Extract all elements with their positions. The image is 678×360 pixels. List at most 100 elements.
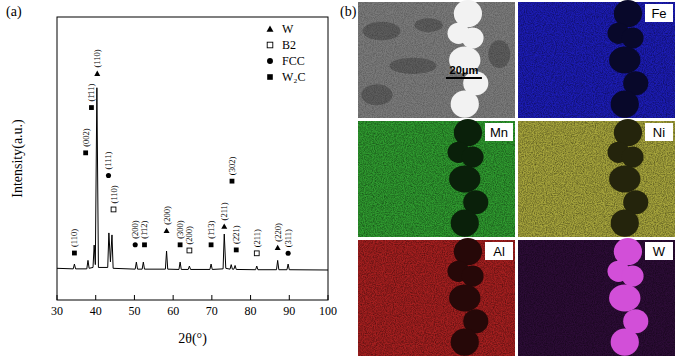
phase-region bbox=[611, 91, 639, 118]
map-label-box bbox=[485, 123, 513, 141]
marker-circle bbox=[267, 58, 273, 64]
phase-region bbox=[449, 284, 480, 311]
x-tick-label: 40 bbox=[90, 304, 102, 318]
map-label-box bbox=[645, 4, 673, 22]
phase-region bbox=[451, 91, 479, 118]
x-tick bbox=[95, 295, 96, 300]
map-label-box bbox=[645, 123, 673, 141]
map-label: Ni bbox=[653, 125, 665, 140]
peak-label: (1̄13) bbox=[206, 221, 216, 239]
legend-label: W bbox=[282, 22, 294, 36]
marker-circle bbox=[133, 242, 138, 247]
x-tick bbox=[211, 295, 212, 300]
marker-square bbox=[234, 248, 239, 253]
peak-label: (211) bbox=[252, 229, 262, 247]
marker-square bbox=[230, 179, 235, 184]
figure: (a) 30 40 50 60 70 80 90 100 2θ(°) Intensity(a.u.)… bbox=[0, 0, 678, 360]
marker-square bbox=[209, 242, 214, 247]
phase-region bbox=[462, 146, 484, 167]
xrd-pattern bbox=[57, 88, 328, 270]
legend-label: FCC bbox=[282, 54, 305, 68]
marker-square bbox=[83, 150, 88, 155]
sem-noise bbox=[358, 2, 515, 118]
y-axis-title: Intensity(a.u.) bbox=[10, 119, 26, 198]
peak-label: (1̄12) bbox=[139, 221, 149, 239]
x-tick bbox=[134, 295, 135, 300]
marker-circle bbox=[106, 173, 111, 178]
panel-label: (b) bbox=[340, 4, 357, 20]
map-label: Al bbox=[493, 244, 505, 259]
map-label: W bbox=[653, 244, 666, 259]
panel-label: (a) bbox=[6, 4, 22, 20]
scale-bar-label: 20μm bbox=[450, 64, 479, 76]
marker-square bbox=[72, 251, 77, 256]
map-background bbox=[358, 240, 515, 356]
legend-label: W₂C bbox=[282, 70, 306, 84]
eds-map bbox=[518, 238, 675, 356]
x-tick-label: 60 bbox=[167, 304, 179, 318]
plot-data bbox=[57, 71, 328, 270]
phase-region bbox=[622, 265, 644, 286]
x-tick-label: 30 bbox=[51, 304, 63, 318]
eds-map bbox=[358, 119, 515, 237]
scale-bar bbox=[446, 77, 482, 79]
map-background bbox=[518, 240, 675, 356]
x-tick bbox=[328, 295, 329, 300]
marker-triangle bbox=[221, 223, 227, 228]
peak-label: (200) bbox=[162, 206, 172, 225]
peak-label: (002) bbox=[81, 128, 91, 147]
map-noise bbox=[518, 240, 675, 356]
marker-triangle bbox=[267, 26, 274, 32]
peak-label: (211) bbox=[219, 202, 229, 220]
phase-region bbox=[462, 265, 484, 286]
x-tick-label: 70 bbox=[206, 304, 218, 318]
peak-label: (1̄11) bbox=[86, 84, 96, 102]
map-background bbox=[518, 2, 675, 118]
marker-square bbox=[267, 74, 273, 80]
peak-label: (2̄21) bbox=[231, 225, 241, 244]
peak-label: (302) bbox=[227, 157, 237, 176]
peak-label: (111) bbox=[103, 152, 113, 170]
marker-circle bbox=[286, 251, 291, 256]
map-noise bbox=[518, 121, 675, 237]
map-label: Fe bbox=[651, 6, 666, 21]
phase-region bbox=[609, 165, 640, 192]
x-axis-title: 2θ(°) bbox=[178, 331, 207, 347]
x-tick bbox=[57, 295, 58, 300]
marker-square-open bbox=[187, 248, 192, 253]
marker-triangle bbox=[275, 245, 281, 250]
peak-label: (200) bbox=[184, 226, 194, 245]
x-tick bbox=[173, 295, 174, 300]
map-noise bbox=[358, 240, 515, 356]
phase-region bbox=[451, 329, 479, 356]
map-noise bbox=[518, 2, 675, 118]
map-label: Mn bbox=[490, 125, 508, 140]
marker-square-open bbox=[254, 251, 259, 256]
peak-label: (110) bbox=[92, 49, 102, 67]
phase-region bbox=[462, 27, 484, 48]
marker-triangle bbox=[164, 228, 170, 233]
phase-region bbox=[622, 146, 644, 167]
marker-square-open bbox=[267, 42, 273, 48]
x-tick-label: 80 bbox=[245, 304, 257, 318]
x-tick-label: 100 bbox=[319, 304, 337, 318]
phase-region bbox=[609, 46, 640, 73]
x-tick-label: 90 bbox=[283, 304, 295, 318]
map-label-box bbox=[485, 242, 513, 260]
x-tick bbox=[250, 295, 251, 300]
legend-label: B2 bbox=[282, 38, 296, 52]
marker-square-open bbox=[111, 207, 116, 212]
phase-region bbox=[622, 27, 644, 48]
phase-region bbox=[611, 210, 639, 237]
sem-image bbox=[358, 0, 515, 118]
phase-region bbox=[611, 329, 639, 356]
map-noise bbox=[358, 121, 515, 237]
phase-region bbox=[609, 284, 640, 311]
x-tick-label: 50 bbox=[128, 304, 140, 318]
peak-label: (110) bbox=[109, 185, 119, 203]
eds-map bbox=[518, 119, 675, 237]
peak-label: (220) bbox=[273, 223, 283, 242]
marker-square bbox=[142, 242, 147, 247]
marker-triangle bbox=[94, 71, 100, 76]
sem-background bbox=[358, 2, 515, 118]
